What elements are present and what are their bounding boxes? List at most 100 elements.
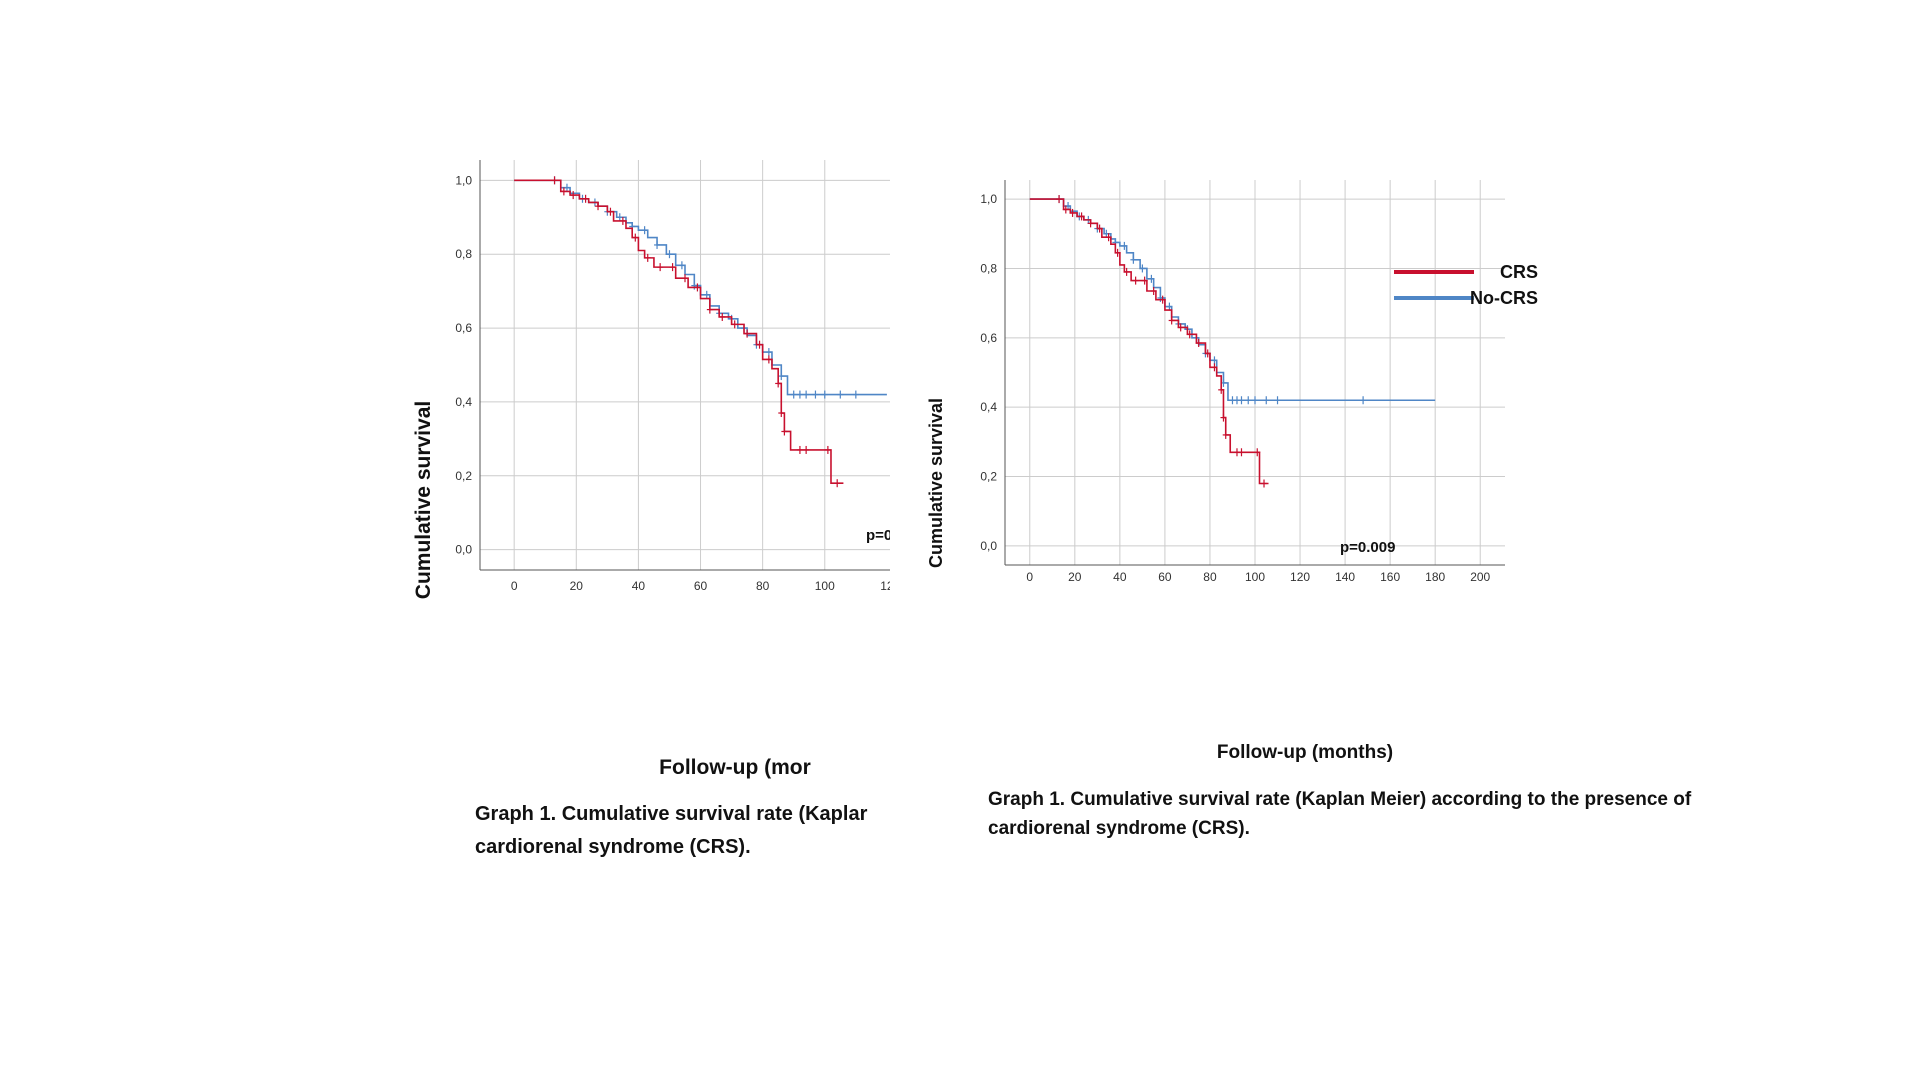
no-crs-censor-mark — [765, 348, 772, 357]
crs-censor-mark — [1062, 205, 1069, 214]
no-crs-censor-mark — [678, 261, 685, 270]
crs-censor-mark — [682, 274, 688, 283]
crs-censor-mark — [570, 191, 577, 200]
crs-censor-mark — [1132, 276, 1139, 285]
no-crs-censor-mark — [1211, 356, 1218, 365]
x-tick-label: 12 — [880, 579, 890, 593]
x-tick-label: 40 — [1113, 570, 1127, 584]
x-axis-label: Follow-up (months) — [1217, 742, 1393, 763]
crs-censor-mark — [582, 194, 589, 203]
crs-censor-mark — [657, 263, 664, 272]
no-crs-censor-mark — [1148, 274, 1155, 283]
no-crs-censor-mark — [641, 226, 648, 235]
legend-no-crs-label: No-CRS — [1470, 288, 1538, 308]
crs-censor-mark — [669, 263, 676, 272]
x-axis-label: Follow-up (mor — [659, 756, 811, 779]
y-tick-label: 0,0 — [455, 543, 472, 557]
x-tick-label: 140 — [1335, 570, 1355, 584]
crs-censor-mark — [1123, 267, 1130, 276]
x-tick-label: 80 — [1203, 570, 1217, 584]
no-crs-censor-mark — [563, 183, 570, 192]
crs-censor-mark — [719, 312, 726, 321]
crs-censor-mark — [1150, 286, 1157, 295]
crs-censor-mark — [1261, 479, 1268, 488]
crs-censor-mark — [560, 187, 567, 196]
crs-censor-mark — [1168, 316, 1175, 325]
crs-censor-mark — [1114, 248, 1121, 257]
p-value-annotation: p=0.009 — [1340, 539, 1395, 556]
crs-censor-mark — [1159, 295, 1166, 304]
x-tick-label: 160 — [1380, 570, 1400, 584]
caption-line-2: cardiorenal syndrome (CRS). — [475, 836, 751, 858]
no-crs-censor-mark — [703, 290, 710, 299]
x-tick-label: 0 — [511, 579, 518, 593]
x-tick-label: 20 — [570, 579, 584, 593]
crs-censor-mark — [1069, 208, 1076, 217]
x-tick-label: 20 — [1068, 570, 1082, 584]
no-crs-censor-mark — [1121, 241, 1128, 250]
no-crs-censor-mark — [691, 281, 698, 290]
y-tick-label: 1,0 — [455, 173, 472, 187]
crs-censor-mark — [607, 207, 614, 216]
y-tick-label: 0,2 — [455, 469, 472, 483]
crs-censor-mark — [1220, 413, 1227, 422]
no-crs-censor-mark — [1139, 264, 1146, 273]
y-tick-label: 0,4 — [980, 400, 997, 414]
no-crs-censor-mark — [837, 390, 844, 399]
crs-censor-mark — [1222, 430, 1229, 439]
crs-censor-mark — [706, 305, 713, 314]
no-crs-censor-mark — [803, 390, 810, 399]
right-chart: 0 20 40 60 80 100 120 140 160 180 200 0,0 0,2 0,4 0,6 0… — [926, 180, 1538, 763]
caption-line-1: Graph 1. Cumulative survival rate (Kapla… — [475, 803, 868, 825]
crs-censor-mark — [1238, 448, 1245, 457]
crs-censor-mark — [1087, 219, 1094, 228]
crs-censor-mark — [765, 355, 772, 364]
crs-censor-mark — [1096, 224, 1103, 233]
x-tick-label: 100 — [1245, 570, 1265, 584]
no-crs-censor-mark — [1263, 396, 1270, 405]
crs-censor-mark — [731, 320, 738, 329]
no-crs-censor-mark — [616, 213, 623, 222]
legend: CRS No-CRS — [1394, 262, 1538, 308]
y-tick-label: 0,2 — [980, 470, 997, 484]
no-crs-survival-curve — [1029, 198, 1436, 402]
no-crs-censor-mark — [1360, 396, 1367, 405]
legend-crs-label: CRS — [1500, 262, 1538, 282]
crs-censor-mark — [1211, 363, 1218, 372]
x-tick-label: 60 — [694, 579, 708, 593]
crs-censor-mark — [595, 202, 602, 211]
y-tick-label: 0,8 — [980, 261, 997, 275]
crs-censor-mark — [619, 216, 626, 225]
y-tick-label: 0,8 — [455, 247, 472, 261]
no-crs-censor-mark — [790, 390, 797, 399]
crs-censor-mark — [1078, 212, 1085, 221]
crs-censor-mark — [694, 283, 701, 292]
crs-censor-mark — [803, 445, 810, 454]
crs-censor-mark — [781, 427, 788, 436]
caption-line-1: Graph 1. Cumulative survival rate (Kapla… — [988, 789, 1692, 810]
crs-censor-mark — [1177, 323, 1184, 332]
y-axis-label: Cumulative survival — [926, 398, 946, 568]
no-crs-censor-mark — [812, 390, 819, 399]
crs-censor-mark — [1141, 276, 1148, 285]
y-tick-label: 1,0 — [980, 192, 997, 206]
crs-censor-mark — [1186, 330, 1193, 339]
x-tick-label: 40 — [632, 579, 646, 593]
y-tick-label: 0,6 — [980, 331, 997, 345]
x-tick-label: 60 — [1158, 570, 1172, 584]
x-tick-label: 120 — [1290, 570, 1310, 584]
crs-censor-mark — [551, 176, 558, 185]
crs-censor-mark — [1105, 233, 1112, 242]
crs-censor-mark — [1056, 195, 1063, 204]
no-crs-censor-mark — [796, 390, 803, 399]
crs-survival-curve — [514, 179, 844, 484]
crs-censor-mark — [824, 445, 831, 454]
crs-censor-mark — [744, 329, 751, 338]
crs-censor-mark — [834, 479, 841, 488]
figure-caption: Graph 1. Cumulative survival rate (Kapla… — [475, 798, 867, 864]
x-tick-label: 100 — [815, 579, 835, 593]
x-tick-label: 200 — [1470, 570, 1490, 584]
no-crs-censor-mark — [666, 250, 673, 259]
x-tick-label: 80 — [756, 579, 770, 593]
no-crs-censor-mark — [1245, 396, 1252, 405]
